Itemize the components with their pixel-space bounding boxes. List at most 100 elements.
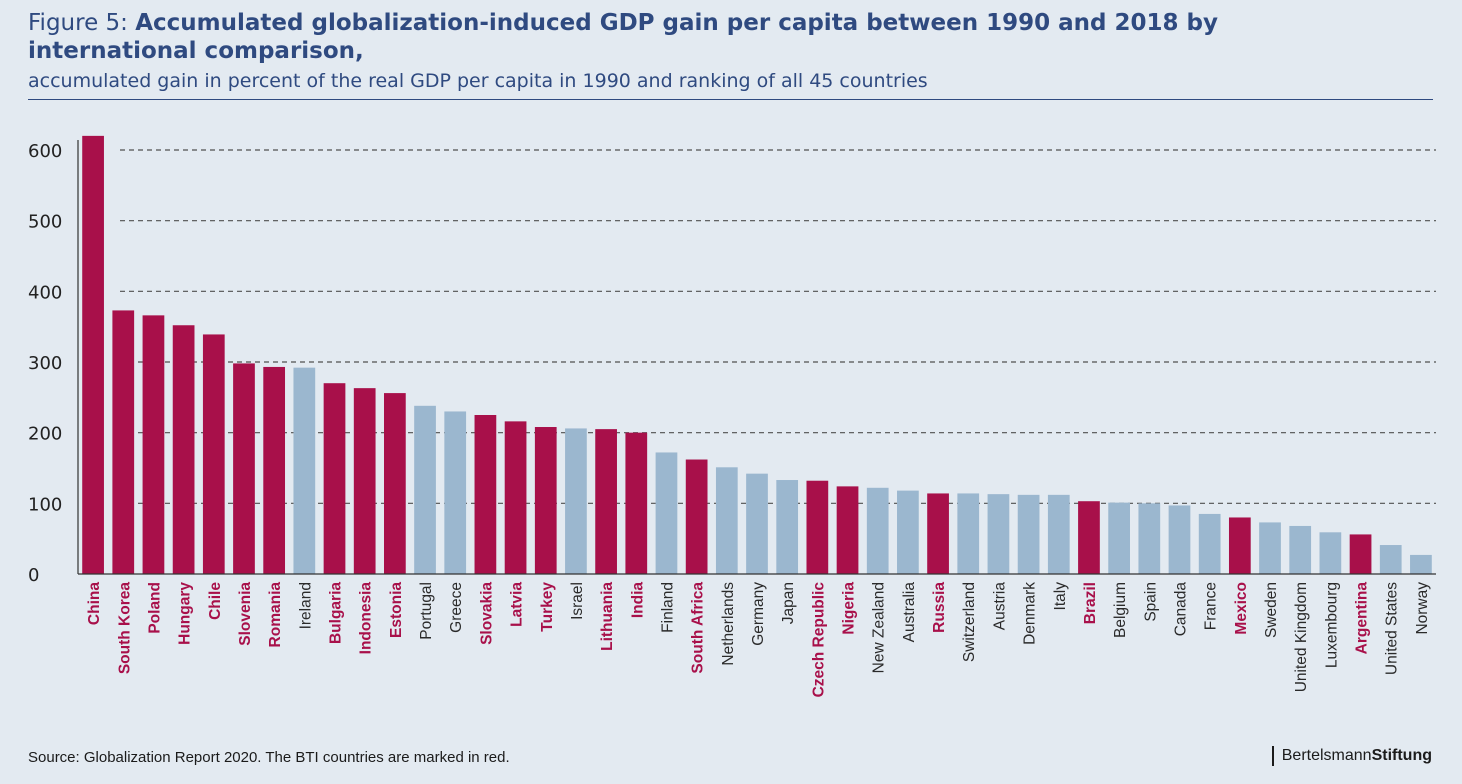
bar [504,421,527,574]
x-tick-label: Bulgaria [328,582,345,644]
x-tick-label: Japan [780,582,797,624]
y-tick-label: 100 [28,494,62,515]
x-tick-label: United States [1384,582,1401,675]
x-tick-label: Argentina [1354,582,1371,655]
bar [1259,522,1281,574]
chart-subtitle: accumulated gain in percent of the real … [28,70,928,92]
bar [565,428,587,574]
bar [1047,494,1070,574]
bar [987,494,1010,574]
bar [233,363,255,574]
x-tick-label: South Korea [116,582,133,675]
bar [1319,532,1342,574]
y-tick-label: 200 [28,424,62,445]
bar [685,459,708,574]
x-tick-label: Germany [750,582,767,646]
bar [202,334,225,574]
x-tick-label: Nigeria [841,582,858,635]
x-tick-label: India [629,582,646,619]
bar [414,405,436,574]
x-tick-label: Brazil [1082,582,1099,624]
x-tick-label: Turkey [539,582,556,632]
bar [897,490,919,574]
x-tick-label: Indonesia [358,582,375,655]
bar [1108,502,1130,574]
y-tick-label: 500 [28,212,62,233]
x-tick-label: Sweden [1263,582,1280,638]
bar [82,135,104,574]
x-tick-label: Greece [448,582,465,633]
bar [1349,534,1372,574]
bar [263,366,286,574]
figure-label: Figure 5: [28,10,128,36]
x-tick-label: Switzerland [961,582,978,662]
bar [776,480,799,574]
x-tick-label: France [1203,582,1220,630]
bar [1228,517,1251,574]
bar [444,411,467,574]
bar [1410,554,1432,574]
bar [474,415,497,574]
bar [836,486,859,574]
bar [353,388,376,574]
bar [1078,501,1100,574]
bar [806,480,829,574]
source-note: Source: Globalization Report 2020. The B… [28,749,510,766]
x-tick-label: Netherlands [720,582,737,666]
bar [655,452,678,574]
x-tick-label: Lithuania [599,582,616,651]
bar [715,467,738,574]
x-tick-label: Israel [569,582,586,620]
bar [957,493,980,574]
x-tick-label: United Kingdom [1293,582,1310,692]
x-tick-label: Poland [146,582,163,634]
x-tick-label: Belgium [1112,582,1129,638]
chart-title: Figure 5: Accumulated globalization-indu… [28,10,1218,36]
x-tick-label: China [86,582,103,625]
bar [384,393,406,574]
x-tick-label: Czech Republic [810,582,827,698]
bar [1017,494,1040,574]
x-tick-label: Romania [267,582,284,648]
x-tick-label: Hungary [177,582,194,645]
bar [293,367,316,574]
x-tick-label: Austria [991,582,1008,631]
x-tick-label: Canada [1172,582,1189,637]
bar [625,432,648,574]
x-tick-label: Finland [659,582,676,633]
bar [1379,545,1402,574]
x-tick-label: Russia [931,582,948,633]
bar [323,383,346,574]
x-tick-label: Ireland [297,582,314,629]
y-tick-label: 400 [28,282,62,303]
bar-chart: 0 100 200 300 400 500 600 China South Korea Polan… [28,135,1436,698]
x-tick-label: Italy [1052,582,1069,611]
bar [1138,503,1161,574]
bar [112,310,135,574]
x-tick-label: Spain [1142,582,1159,622]
bar [172,325,195,574]
x-tick-label: South Africa [690,582,707,674]
bar [1289,525,1312,574]
bar [746,473,768,574]
x-tick-label: Slovenia [237,582,254,646]
title-part1: Accumulated globalization-induced GDP ga… [135,10,1218,36]
x-tick-label: Estonia [388,582,405,638]
bar [1198,513,1221,574]
title-divider [28,99,1433,100]
bar [927,493,949,574]
x-tick-label: Latvia [509,582,526,627]
y-tick-label: 300 [28,353,62,374]
x-tick-label: Denmark [1022,582,1039,645]
x-tick-label: Australia [901,582,918,643]
x-tick-label: Chile [207,582,224,620]
brand-logo: BertelsmannStiftung [1271,746,1432,766]
bar [595,429,617,574]
bar [866,487,889,574]
x-tick-label: Portugal [418,582,435,640]
x-tick-label: Norway [1414,582,1431,635]
x-tick-label: Slovakia [478,582,495,645]
y-tick-label: 600 [28,141,62,162]
x-tick-label: New Zealand [871,582,888,673]
brand-bold: Stiftung [1371,747,1432,764]
